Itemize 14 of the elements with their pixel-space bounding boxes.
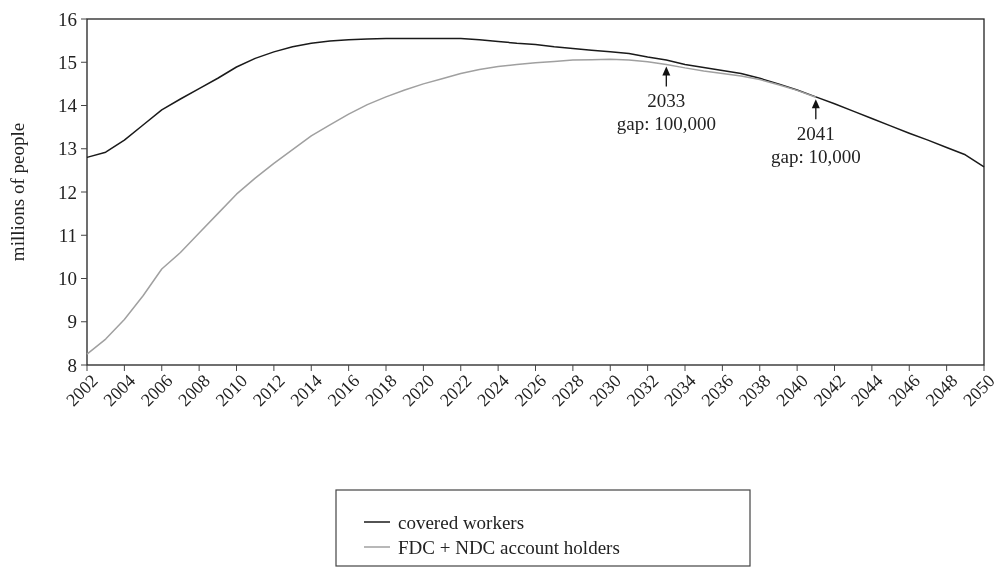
annotation: 2033 gap: 100,000: [616, 90, 716, 135]
legend-label: FDC + NDC account holders: [398, 536, 620, 558]
y-tick-label: 11: [58, 224, 77, 246]
y-tick-label: 9: [67, 311, 77, 333]
y-tick-label: 13: [58, 138, 77, 160]
y-tick-label: 8: [67, 354, 77, 376]
y-tick-label: 16: [58, 8, 77, 30]
legend-label: covered workers: [398, 511, 525, 533]
y-tick-label: 14: [58, 95, 78, 117]
y-tick-label: 15: [58, 51, 77, 73]
y-tick-label: 10: [58, 268, 77, 290]
y-tick-label: 12: [58, 181, 77, 203]
y-axis-title: millions of people: [7, 122, 28, 262]
annotation: 2041 gap: 10,000: [770, 123, 861, 168]
